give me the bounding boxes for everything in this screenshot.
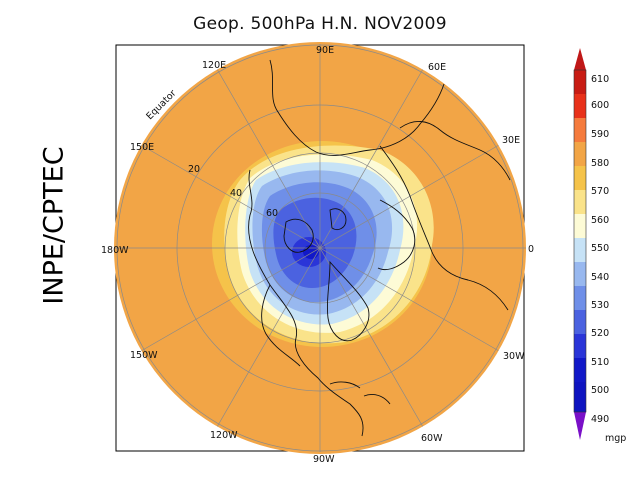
colorbar-level-7: 540: [591, 272, 609, 283]
colorbar-box-490: [574, 358, 586, 382]
colorbar-level-11: 500: [591, 385, 609, 396]
coastlines: [248, 59, 511, 437]
colorbar-box-540: [574, 238, 586, 262]
colorbar-unit: mgp: [605, 433, 626, 444]
coast-arctic-islands: [283, 208, 347, 253]
coast-greenland: [327, 260, 370, 342]
label-30e: 30E: [502, 135, 520, 146]
colorbar-box-560: [574, 190, 586, 214]
colorbar-box-580: [574, 142, 586, 166]
colorbar-box-610: [574, 70, 586, 94]
colorbar-level-0: 610: [591, 74, 609, 85]
label-lat-60: 60: [266, 208, 278, 219]
height-field: [114, 42, 526, 454]
colorbar-box-550: [574, 214, 586, 238]
colorbar-box-500: [574, 334, 586, 358]
colorbar-box-520: [574, 286, 586, 310]
colorbar-level-4: 570: [591, 186, 609, 197]
colorbar-level-2: 590: [591, 129, 609, 140]
coast-europe: [377, 199, 416, 271]
coast-africa-east-asia: [399, 121, 511, 181]
label-60e: 60E: [428, 62, 446, 73]
label-150e: 150E: [130, 142, 154, 153]
map-title: Geop. 500hPa H.N. NOV2009: [193, 14, 447, 34]
colorbar-level-8: 530: [591, 300, 609, 311]
label-0: 0: [528, 244, 534, 255]
colorbar-level-9: 520: [591, 328, 609, 339]
colorbar-box-530: [574, 262, 586, 286]
colorbar: 610 600 590 580 570 560 550 540 530 520 …: [573, 48, 626, 444]
colorbar-box-570: [574, 166, 586, 190]
longitude-labels: 90E 60E 30E 0 30W 60W 90W 120W 150W 180W…: [101, 45, 534, 465]
colorbar-level-10: 510: [591, 357, 609, 368]
label-120w: 120W: [210, 430, 238, 441]
colorbar-box-590: [574, 118, 586, 142]
coast-caribbean: [329, 381, 391, 405]
label-lat-20: 20: [188, 164, 200, 175]
label-90w: 90W: [313, 454, 335, 465]
colorbar-arrow-bottom: [574, 412, 586, 440]
colorbar-outline: [573, 69, 587, 413]
meridians: [114, 44, 526, 452]
colorbar-level-5: 560: [591, 215, 609, 226]
label-180w: 180W: [101, 245, 129, 256]
label-60w: 60W: [421, 433, 443, 444]
colorbar-box-510: [574, 310, 586, 334]
coast-north-america: [248, 169, 364, 437]
colorbar-box-480: [574, 382, 586, 412]
colorbar-level-12: 490: [591, 414, 609, 425]
label-150w: 150W: [130, 350, 158, 361]
colorbar-level-1: 600: [591, 100, 609, 111]
band-490: [303, 245, 319, 259]
label-120e: 120E: [202, 60, 226, 71]
label-30w: 30W: [503, 351, 525, 362]
colorbar-level-3: 580: [591, 158, 609, 169]
colorbar-arrow-top: [574, 48, 586, 70]
label-90e: 90E: [316, 45, 334, 56]
colorbar-level-6: 550: [591, 243, 609, 254]
meridian-150e-30w: [140, 144, 500, 352]
colorbar-box-600: [574, 94, 586, 118]
label-lat-40: 40: [230, 188, 242, 199]
coast-eurasia: [269, 59, 509, 311]
